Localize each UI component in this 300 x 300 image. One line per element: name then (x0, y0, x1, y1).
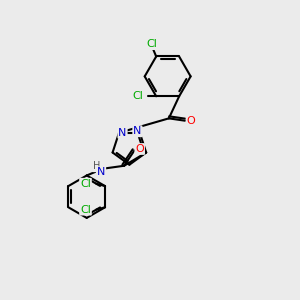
Text: N: N (133, 126, 142, 136)
Text: Cl: Cl (80, 205, 91, 214)
Text: Cl: Cl (80, 179, 91, 189)
Text: N: N (118, 128, 127, 138)
Text: Cl: Cl (132, 91, 143, 101)
Text: O: O (187, 116, 195, 126)
Text: N: N (97, 167, 105, 177)
Text: O: O (135, 144, 144, 154)
Text: Cl: Cl (146, 39, 157, 49)
Text: H: H (93, 161, 100, 171)
